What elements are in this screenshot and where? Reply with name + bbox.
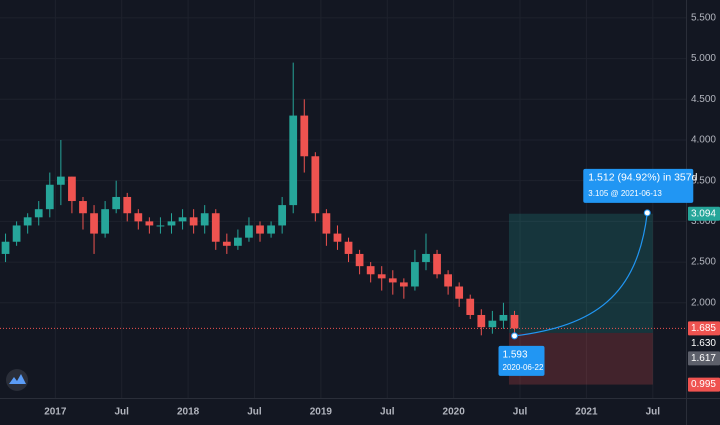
candle-body — [189, 217, 198, 226]
candle-body — [355, 253, 364, 267]
projection-end — [643, 209, 651, 217]
grid — [0, 0, 686, 398]
candle-body — [200, 213, 209, 226]
candle-body — [56, 176, 65, 185]
target-tooltip — [583, 168, 694, 203]
price-tag — [688, 377, 720, 392]
x-tick-label: Jul — [646, 407, 661, 418]
candle-body — [510, 314, 519, 329]
price-tag — [688, 321, 720, 336]
candle-body — [101, 209, 109, 234]
x-tick-label: Jul — [114, 407, 129, 418]
entry-tooltip — [498, 345, 545, 376]
candle-body — [211, 213, 220, 242]
x-tick-label: Jul — [380, 407, 395, 418]
candle-body — [23, 217, 32, 226]
logo[interactable] — [6, 369, 28, 391]
candle-body — [145, 221, 154, 226]
candle-body — [68, 176, 76, 202]
candle-body — [12, 225, 21, 242]
y-tick-label: 5.000 — [691, 53, 716, 64]
y-tick-label: 3.500 — [691, 175, 716, 186]
x-tick-label: 2019 — [310, 407, 333, 418]
price-tag — [688, 206, 720, 221]
candle-body — [245, 225, 253, 238]
candle-body — [300, 115, 309, 157]
target-zone — [508, 213, 653, 333]
logo-icon[interactable] — [9, 374, 26, 384]
price-tag — [688, 351, 720, 366]
candle-body — [322, 213, 331, 234]
candle-body — [156, 225, 165, 227]
y-tick-label: 3.000 — [691, 216, 716, 227]
candle-body — [499, 314, 508, 321]
candle-body — [466, 298, 475, 315]
candle-body — [79, 201, 87, 214]
candle-body — [112, 196, 121, 210]
candle-body — [488, 320, 497, 328]
candle-body — [344, 241, 353, 254]
x-tick-label: 2018 — [177, 407, 200, 418]
y-tick-label: 4.000 — [691, 135, 716, 146]
candle-body — [411, 262, 419, 287]
candle-body — [422, 253, 430, 263]
logo-badge[interactable] — [6, 369, 28, 391]
candle-body — [167, 221, 176, 226]
projection-start — [511, 332, 518, 340]
price-tag-label: 1.617 — [691, 353, 716, 364]
candle-body — [178, 217, 187, 222]
price-tag-label: 3.094 — [691, 208, 716, 219]
x-tick-label: 2020 — [443, 407, 466, 418]
x-tick-label: Jul — [247, 407, 262, 418]
price-tag-label: 1.630 — [691, 338, 716, 349]
candle-body — [278, 205, 287, 226]
candle-body — [333, 233, 342, 242]
entry-date: 2020-06-22 — [503, 363, 544, 372]
candle-body — [433, 253, 441, 275]
candle-body — [256, 225, 264, 234]
price-tag — [688, 336, 720, 351]
candle-body — [477, 314, 486, 328]
candle-body — [123, 196, 132, 214]
y-tick-label: 4.500 — [691, 94, 716, 105]
candle-body — [366, 266, 375, 275]
candle-body — [34, 209, 43, 218]
y-tick-label: 2.500 — [691, 257, 716, 268]
candle-body — [1, 241, 10, 254]
candle-body — [234, 237, 242, 246]
candle-body — [222, 241, 231, 246]
candle-body — [311, 156, 320, 214]
projection-curve — [514, 212, 648, 337]
candle-body — [289, 115, 298, 206]
target-change: 1.512 (94.92%) in 357d — [588, 172, 697, 184]
x-tick-label: 2017 — [44, 407, 67, 418]
candle-body — [377, 274, 386, 279]
candle-body — [134, 213, 143, 222]
entry-value: 1.593 — [503, 350, 528, 361]
candle-body — [444, 274, 452, 287]
candle-body — [399, 282, 408, 287]
candle-body — [267, 225, 275, 234]
price-tag-label: 1.685 — [691, 323, 716, 334]
price-tag-label: 0.995 — [691, 379, 716, 390]
candle-body — [388, 278, 397, 283]
x-tick-label: 2021 — [575, 407, 598, 418]
x-tick-label: Jul — [513, 407, 528, 418]
candle-body — [90, 213, 98, 234]
y-tick-label: 5.500 — [691, 13, 716, 24]
target-detail: 3.105 @ 2021-06-13 — [588, 189, 662, 198]
candle-body — [45, 184, 54, 210]
candle-body — [455, 286, 464, 299]
y-tick-label: 2.000 — [691, 297, 716, 308]
